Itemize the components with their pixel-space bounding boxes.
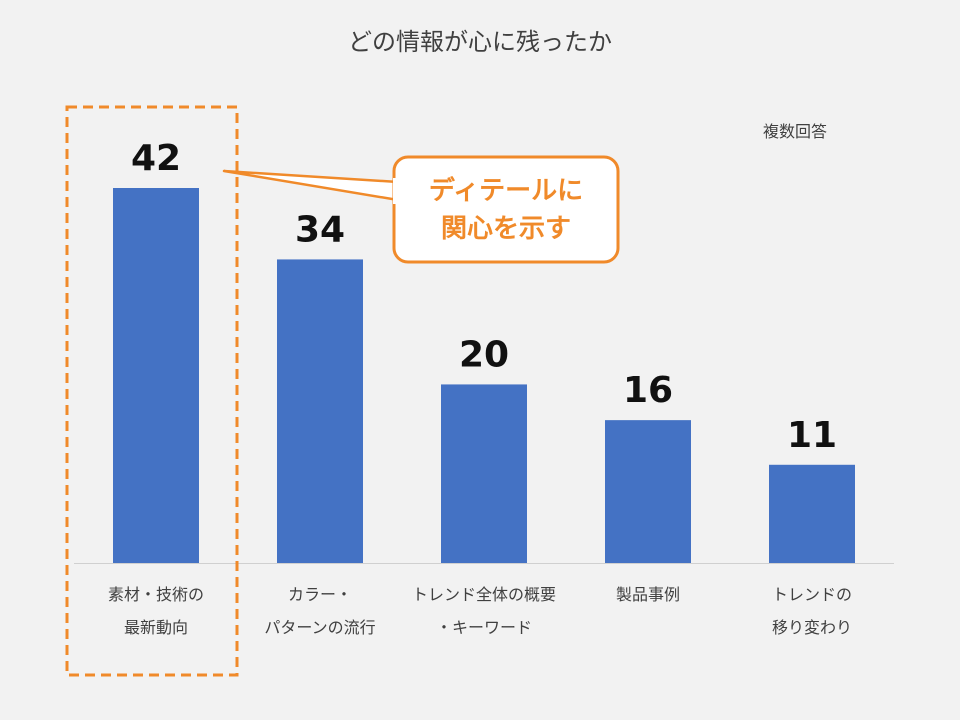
x-tick-label: 移り変わり: [772, 618, 852, 637]
x-tick-label: 製品事例: [616, 585, 680, 604]
bar: [605, 420, 691, 563]
x-tick-label: 最新動向: [124, 618, 188, 637]
callout-text: ディテールに: [429, 175, 583, 206]
bar: [113, 188, 199, 563]
chart-title: どの情報が心に残ったか: [348, 28, 612, 56]
callout-joint: [393, 178, 401, 204]
data-label: 11: [787, 415, 837, 456]
bar: [277, 259, 363, 563]
bar: [441, 384, 527, 563]
x-tick-label: 素材・技術の: [108, 585, 204, 604]
callout-text: 関心を示す: [441, 214, 571, 244]
bar: [769, 464, 855, 563]
chart-note: 複数回答: [763, 122, 827, 141]
x-tick-label: カラー・: [288, 585, 352, 604]
data-label: 34: [295, 209, 345, 250]
callout-bubble: [392, 155, 620, 264]
data-label: 42: [131, 138, 181, 179]
data-label: 20: [459, 334, 509, 375]
x-tick-label: トレンドの: [772, 585, 852, 604]
x-tick-label: トレンド全体の概要: [412, 585, 556, 604]
x-tick-label: ・キーワード: [436, 618, 532, 637]
highlight-box: [65, 105, 239, 677]
x-tick-label: パターンの流行: [264, 618, 375, 637]
callout-pointer: [222, 169, 400, 202]
data-label: 16: [623, 370, 673, 411]
